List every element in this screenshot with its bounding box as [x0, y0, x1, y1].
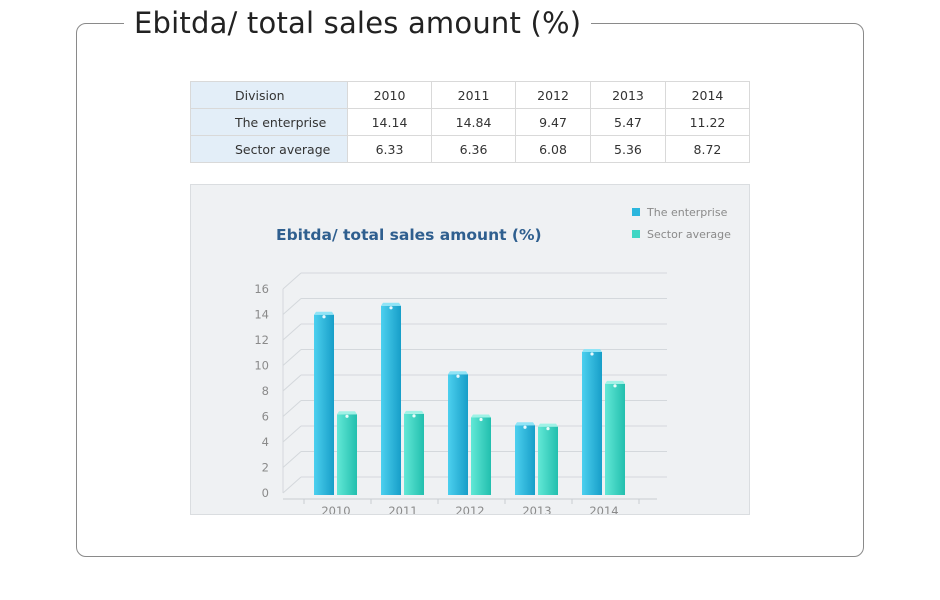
gridline-depth	[282, 374, 302, 392]
table-cell: 6.08	[515, 135, 591, 163]
bar-top	[605, 380, 625, 384]
table-cell: 8.72	[664, 135, 751, 163]
bar	[448, 371, 468, 495]
table-cell: 5.36	[590, 135, 666, 163]
table-cell: 6.33	[346, 135, 433, 163]
bar-top	[515, 422, 535, 426]
y-tick-label: 4	[262, 435, 269, 449]
bar-front	[605, 383, 625, 495]
legend-label: The enterprise	[646, 206, 728, 219]
bar-front	[314, 314, 334, 495]
bar	[404, 410, 424, 495]
bar-top	[381, 302, 401, 306]
gridline-depth	[282, 425, 302, 443]
bar-highlight	[322, 315, 326, 319]
table-header-year: 2013	[590, 81, 666, 109]
x-tick-label: 2013	[522, 504, 551, 514]
gridline-depth	[282, 298, 302, 315]
bar-highlight	[546, 427, 550, 431]
table-row-label: The enterprise	[190, 108, 348, 136]
gridline-depth	[282, 272, 302, 290]
bar-front	[404, 413, 424, 495]
y-tick-label: 16	[254, 282, 269, 296]
legend-swatch	[632, 230, 640, 238]
legend-label: Sector average	[647, 228, 731, 241]
table-row: The enterprise 14.14 14.84 9.47 5.47 11.…	[190, 108, 751, 136]
table-cell: 11.22	[664, 108, 751, 136]
bar-highlight	[523, 425, 527, 429]
bar-top	[337, 411, 357, 415]
legend-swatch	[632, 208, 640, 216]
gridline-depth	[282, 451, 302, 468]
bar-highlight	[456, 374, 460, 378]
bar-top	[404, 410, 424, 414]
table-header-year: 2011	[431, 81, 517, 109]
bar-front	[448, 374, 468, 495]
bar-top	[448, 371, 468, 375]
gridline-depth	[282, 476, 302, 494]
table-cell: 9.47	[515, 108, 591, 136]
bar-chart: Ebitda/ total sales amount (%) The enterp…	[254, 206, 731, 518]
page-title: Ebitda/ total sales amount (%)	[124, 2, 592, 44]
bar	[381, 302, 401, 495]
bar-top	[538, 423, 558, 427]
data-table: Division 2010 2011 2012 2013 2014 The en…	[190, 81, 751, 163]
bar-highlight	[613, 384, 617, 388]
table-row: Sector average 6.33 6.36 6.08 5.36 8.72	[190, 135, 751, 163]
bar-highlight	[479, 417, 483, 422]
x-tick-label: 2010	[321, 504, 350, 514]
bar-highlight	[412, 414, 416, 418]
bar	[515, 422, 535, 495]
y-tick-label: 2	[262, 461, 269, 475]
chart-title: Ebitda/ total sales amount (%)	[276, 226, 542, 244]
table-cell: 14.14	[346, 108, 433, 136]
table-cell: 5.47	[590, 108, 666, 136]
table-header-row: Division 2010 2011 2012 2013 2014	[190, 81, 751, 109]
bar	[605, 380, 625, 495]
x-tick-label: 2012	[455, 504, 484, 514]
bar	[538, 423, 558, 495]
chart-panel: Ebitda/ total sales amount (%) The enterp…	[190, 184, 750, 518]
y-tick-label: 8	[262, 384, 269, 398]
bar-top	[471, 414, 491, 418]
y-tick-label: 12	[254, 333, 269, 347]
table-cell: 14.84	[431, 108, 517, 136]
bar-front	[337, 414, 357, 495]
y-tick-label: 6	[262, 410, 269, 424]
bar-front	[538, 426, 558, 495]
gridline-depth	[282, 400, 302, 417]
bar-front	[381, 305, 401, 495]
table-header-year: 2014	[664, 81, 751, 109]
table-row-label: Sector average	[190, 135, 348, 163]
bar	[582, 348, 602, 495]
table-header-division: Division	[190, 81, 348, 109]
bar-highlight	[345, 414, 349, 418]
table-header-year: 2012	[515, 81, 591, 109]
bar	[471, 414, 491, 495]
bar	[314, 311, 334, 495]
bar-front	[582, 351, 602, 495]
bar-top	[314, 311, 334, 315]
bar-top	[582, 348, 602, 352]
gridline-depth	[282, 323, 302, 341]
bar-highlight	[590, 352, 594, 356]
y-tick-label: 10	[254, 359, 269, 373]
bar-front	[515, 425, 535, 495]
bar-front	[471, 417, 491, 495]
y-tick-label: 0	[262, 486, 269, 500]
x-tick-label: 2014	[589, 504, 618, 514]
table-cell: 6.36	[431, 135, 517, 163]
gridline-depth	[282, 349, 302, 366]
y-tick-label: 14	[254, 308, 269, 322]
x-tick-label: 2011	[388, 504, 417, 514]
bar	[337, 411, 357, 495]
table-header-year: 2010	[346, 81, 433, 109]
bar-highlight	[389, 306, 393, 310]
